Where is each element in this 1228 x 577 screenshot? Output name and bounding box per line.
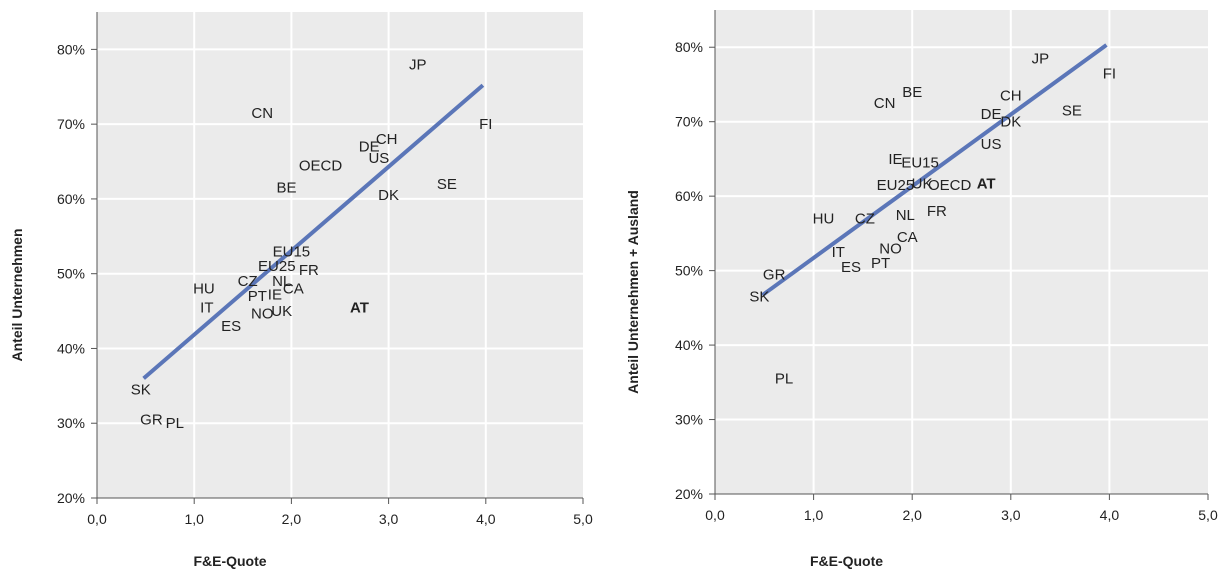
point-label-fi: FI (479, 116, 492, 133)
point-label-eu25: EU25 (877, 177, 915, 194)
point-label-es: ES (841, 259, 861, 276)
y-tick-label: 30% (57, 415, 85, 431)
point-label-eu15: EU15 (901, 155, 939, 172)
x-tick-label: 3,0 (379, 511, 399, 527)
x-tick-label: 4,0 (476, 511, 496, 527)
point-label-at: AT (977, 175, 996, 192)
plot-area (97, 12, 583, 498)
chart-1: 0,0 1,0 2,0 3,0 4,0 5,0 20% 30% 40% 50% 60% 70% 80% J… (9, 12, 593, 569)
x-tick-label: 4,0 (1100, 507, 1120, 523)
point-label-gr: GR (763, 266, 786, 283)
point-label-no: NO (251, 305, 274, 322)
point-label-fi: FI (1103, 65, 1116, 82)
point-label-cz: CZ (238, 273, 258, 290)
point-label-at: AT (350, 299, 369, 316)
point-label-se: SE (437, 176, 457, 193)
x-tick-label: 3,0 (1001, 507, 1021, 523)
point-label-ca: CA (897, 229, 918, 246)
point-label-jp: JP (1032, 50, 1050, 67)
point-label-pt: PT (871, 255, 890, 272)
x-tick-label: 2,0 (282, 511, 302, 527)
y-tick-label: 70% (675, 114, 703, 130)
x-tick-label: 0,0 (705, 507, 725, 523)
point-label-sk: SK (131, 382, 151, 399)
point-label-cn: CN (251, 105, 273, 122)
x-axis-title: F&E-Quote (193, 553, 266, 569)
x-tick-label: 2,0 (902, 507, 922, 523)
point-label-de: DE (359, 139, 380, 156)
point-label-ch: CH (1000, 88, 1022, 105)
point-label-ie: IE (888, 151, 902, 168)
point-label-be: BE (277, 180, 297, 197)
y-axis-title: Anteil Unternehmen (9, 228, 25, 361)
plot-area (715, 10, 1208, 494)
point-label-us: US (981, 136, 1002, 153)
y-tick-label: 40% (57, 340, 85, 356)
point-label-pl: PL (166, 415, 184, 432)
point-label-eu25: EU25 (258, 258, 296, 275)
y-tick-label: 60% (675, 188, 703, 204)
trend-line (142, 83, 485, 380)
y-axis-title: Anteil Unternehmen + Ausland (625, 190, 641, 394)
point-label-ie: IE (268, 287, 282, 304)
x-axis-title: F&E-Quote (810, 553, 883, 569)
point-label-uk: UK (912, 175, 933, 192)
x-tick-label: 5,0 (573, 511, 593, 527)
point-label-sk: SK (749, 289, 769, 306)
point-label-ca: CA (283, 281, 304, 298)
x-tick-label: 0,0 (87, 511, 107, 527)
y-tick-label: 20% (675, 486, 703, 502)
point-label-hu: HU (193, 281, 215, 298)
point-label-fr: FR (927, 203, 947, 220)
point-label-gr: GR (140, 411, 163, 428)
y-tick-label: 80% (675, 39, 703, 55)
point-label-uk: UK (271, 303, 292, 320)
point-label-se: SE (1062, 103, 1082, 120)
x-tick-label: 1,0 (804, 507, 824, 523)
point-label-pt: PT (248, 288, 267, 305)
point-label-hu: HU (813, 210, 835, 227)
point-label-oecd: OECD (299, 157, 343, 174)
point-label-de: DE (981, 106, 1002, 123)
y-tick-label: 60% (57, 191, 85, 207)
y-tick-label: 40% (675, 337, 703, 353)
x-tick-label: 1,0 (184, 511, 204, 527)
point-label-pl: PL (775, 371, 793, 388)
y-tick-label: 50% (57, 266, 85, 282)
point-label-be: BE (902, 84, 922, 101)
point-label-jp: JP (409, 56, 427, 73)
point-label-es: ES (221, 318, 241, 335)
trend-line (761, 43, 1108, 297)
point-label-us: US (368, 150, 389, 167)
point-label-oecd: OECD (928, 177, 972, 194)
point-label-dk: DK (1000, 114, 1021, 131)
y-tick-label: 80% (57, 41, 85, 57)
point-label-dk: DK (378, 187, 399, 204)
point-label-ch: CH (376, 131, 398, 148)
point-label-it: IT (200, 299, 213, 316)
y-tick-label: 70% (57, 116, 85, 132)
chart-2: 0,0 1,0 2,0 3,0 4,0 5,0 20% 30% 40% 50% 60% 70% 80% J… (625, 10, 1218, 569)
y-tick-label: 50% (675, 263, 703, 279)
y-tick-label: 30% (675, 412, 703, 428)
point-label-cn: CN (874, 95, 896, 112)
point-label-nl: NL (272, 273, 291, 290)
y-tick-label: 20% (57, 490, 85, 506)
point-label-cz: CZ (855, 210, 875, 227)
point-label-eu15: EU15 (273, 243, 311, 260)
point-label-it: IT (832, 244, 845, 261)
point-label-no: NO (879, 240, 902, 257)
x-tick-label: 5,0 (1198, 507, 1218, 523)
point-label-fr: FR (299, 262, 319, 279)
point-label-nl: NL (896, 207, 915, 224)
